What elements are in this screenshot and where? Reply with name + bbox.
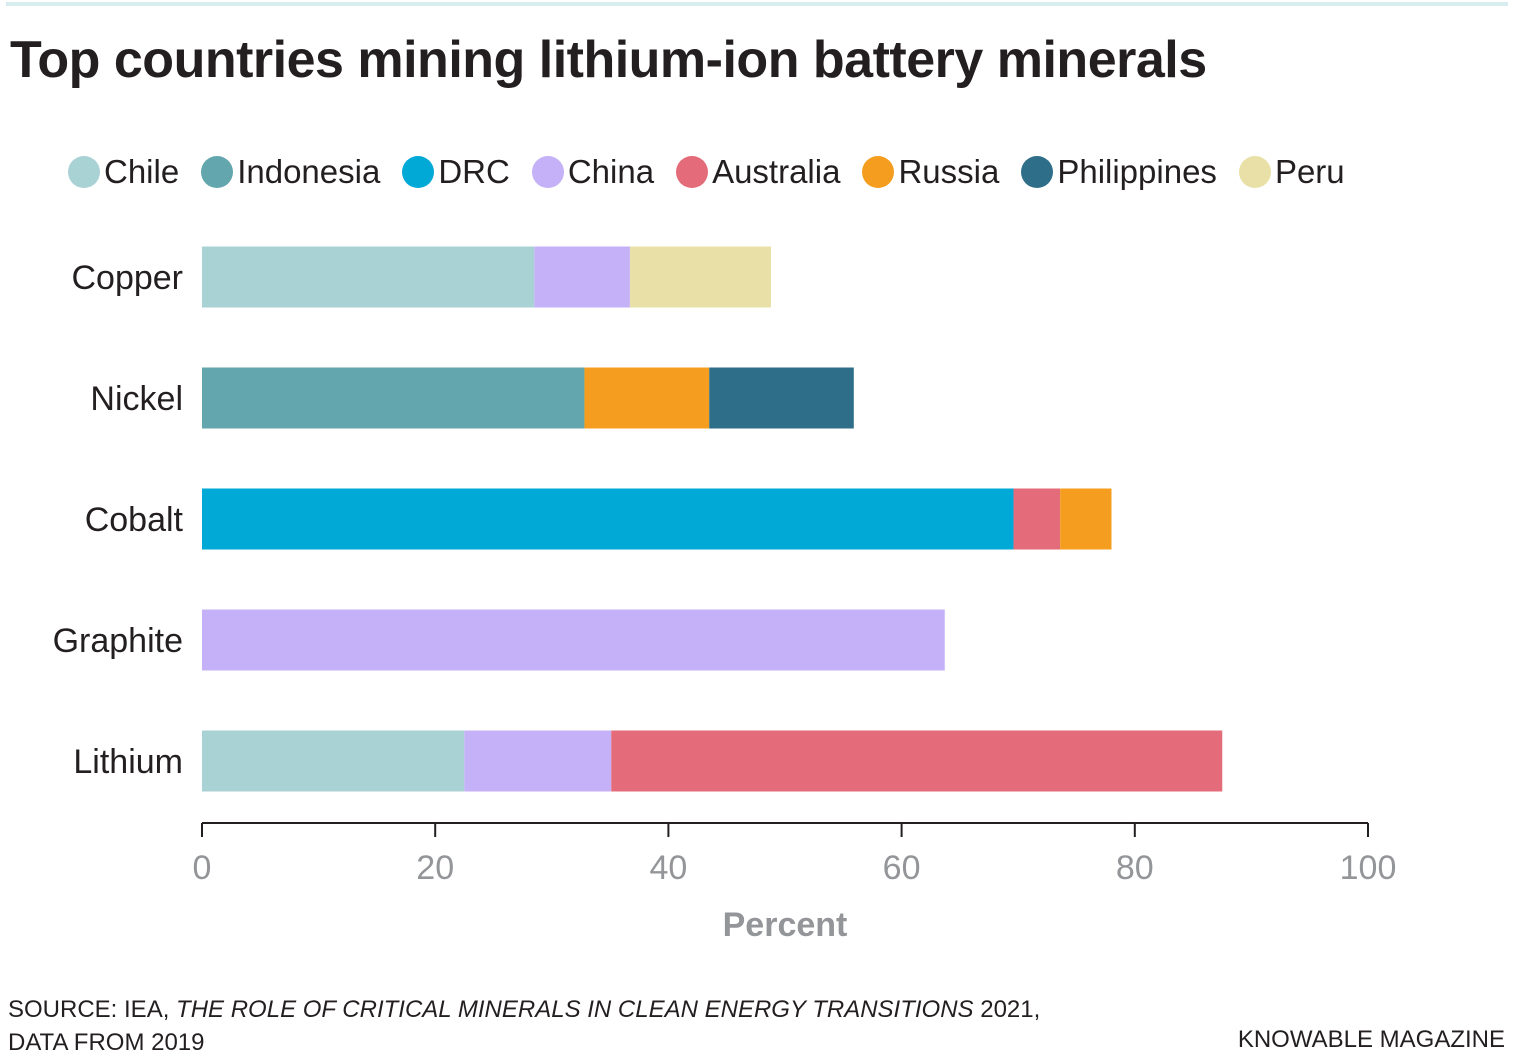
x-tick-label-80: 80 <box>1116 849 1154 887</box>
legend-swatch-peru <box>1238 156 1271 188</box>
x-tick-label-60: 60 <box>883 849 921 887</box>
bar-graphite-china <box>202 609 945 671</box>
bar-lithium-australia <box>611 730 1223 792</box>
x-tick-label-40: 40 <box>649 849 687 887</box>
legend-label-china: China <box>567 153 655 190</box>
legend-swatch-drc <box>402 156 435 188</box>
category-label-lithium: Lithium <box>73 743 183 781</box>
bar-copper-china <box>534 246 630 308</box>
legend: Chile Indonesia DRC China Australia Russia Phi… <box>68 150 1367 194</box>
legend-item-philippines: Philippines <box>1021 153 1217 191</box>
legend-swatch-philippines <box>1021 156 1054 188</box>
legend-item-peru: Peru <box>1238 153 1345 191</box>
legend-swatch-chile <box>68 156 100 188</box>
legend-label-chile: Chile <box>104 153 180 190</box>
bar-lithium-chile <box>202 730 465 792</box>
bar-copper-chile <box>202 246 535 308</box>
source-data-year: DATA FROM 2019 <box>8 1029 205 1056</box>
bar-nickel-russia <box>584 367 710 429</box>
bar-cobalt-australia <box>1013 488 1061 550</box>
legend-label-philippines: Philippines <box>1057 153 1217 190</box>
legend-label-indonesia: Indonesia <box>237 153 381 190</box>
bar-nickel-philippines <box>709 367 854 429</box>
source-prefix: SOURCE: IEA, <box>8 996 177 1023</box>
source-publication: THE ROLE OF CRITICAL MINERALS IN CLEAN E… <box>176 996 974 1023</box>
x-tick-label-100: 100 <box>1340 849 1397 887</box>
chart: Copper Nickel Cobalt Graphite Lithium 0 20 40 60… <box>53 246 1397 944</box>
legend-label-peru: Peru <box>1274 153 1345 190</box>
bar-cobalt-russia <box>1060 488 1112 550</box>
bar-lithium-china <box>464 730 612 792</box>
legend-swatch-china <box>531 156 564 188</box>
x-tick-label-0: 0 <box>193 849 212 887</box>
legend-item-chile: Chile <box>68 153 179 191</box>
legend-swatch-indonesia <box>201 156 234 188</box>
category-label-copper: Copper <box>71 259 183 297</box>
source-suffix: 2021, <box>973 996 1041 1023</box>
legend-swatch-russia <box>862 156 895 188</box>
legend-label-drc: DRC <box>438 153 510 190</box>
source-note: SOURCE: IEA, THE ROLE OF CRITICAL MINERA… <box>8 993 1040 1059</box>
legend-item-australia: Australia <box>676 153 840 191</box>
legend-item-indonesia: Indonesia <box>201 153 380 191</box>
legend-item-russia: Russia <box>862 153 999 191</box>
legend-label-russia: Russia <box>898 153 1000 190</box>
chart-title: Top countries mining lithium-ion battery… <box>10 31 1207 89</box>
x-tick-label-20: 20 <box>416 849 454 887</box>
credit: KNOWABLE MAGAZINE <box>1237 1026 1505 1053</box>
legend-item-china: China <box>531 153 655 191</box>
top-rule <box>6 2 1508 6</box>
bar-cobalt-drc <box>202 488 1014 550</box>
legend-swatch-australia <box>676 156 709 188</box>
bar-nickel-indonesia <box>202 367 585 429</box>
x-axis-label: Percent <box>723 906 848 944</box>
legend-item-drc: DRC <box>402 153 510 191</box>
category-label-graphite: Graphite <box>53 622 183 660</box>
category-label-nickel: Nickel <box>90 380 183 418</box>
category-label-cobalt: Cobalt <box>85 501 184 539</box>
legend-label-australia: Australia <box>712 153 841 190</box>
bar-copper-peru <box>629 246 772 308</box>
